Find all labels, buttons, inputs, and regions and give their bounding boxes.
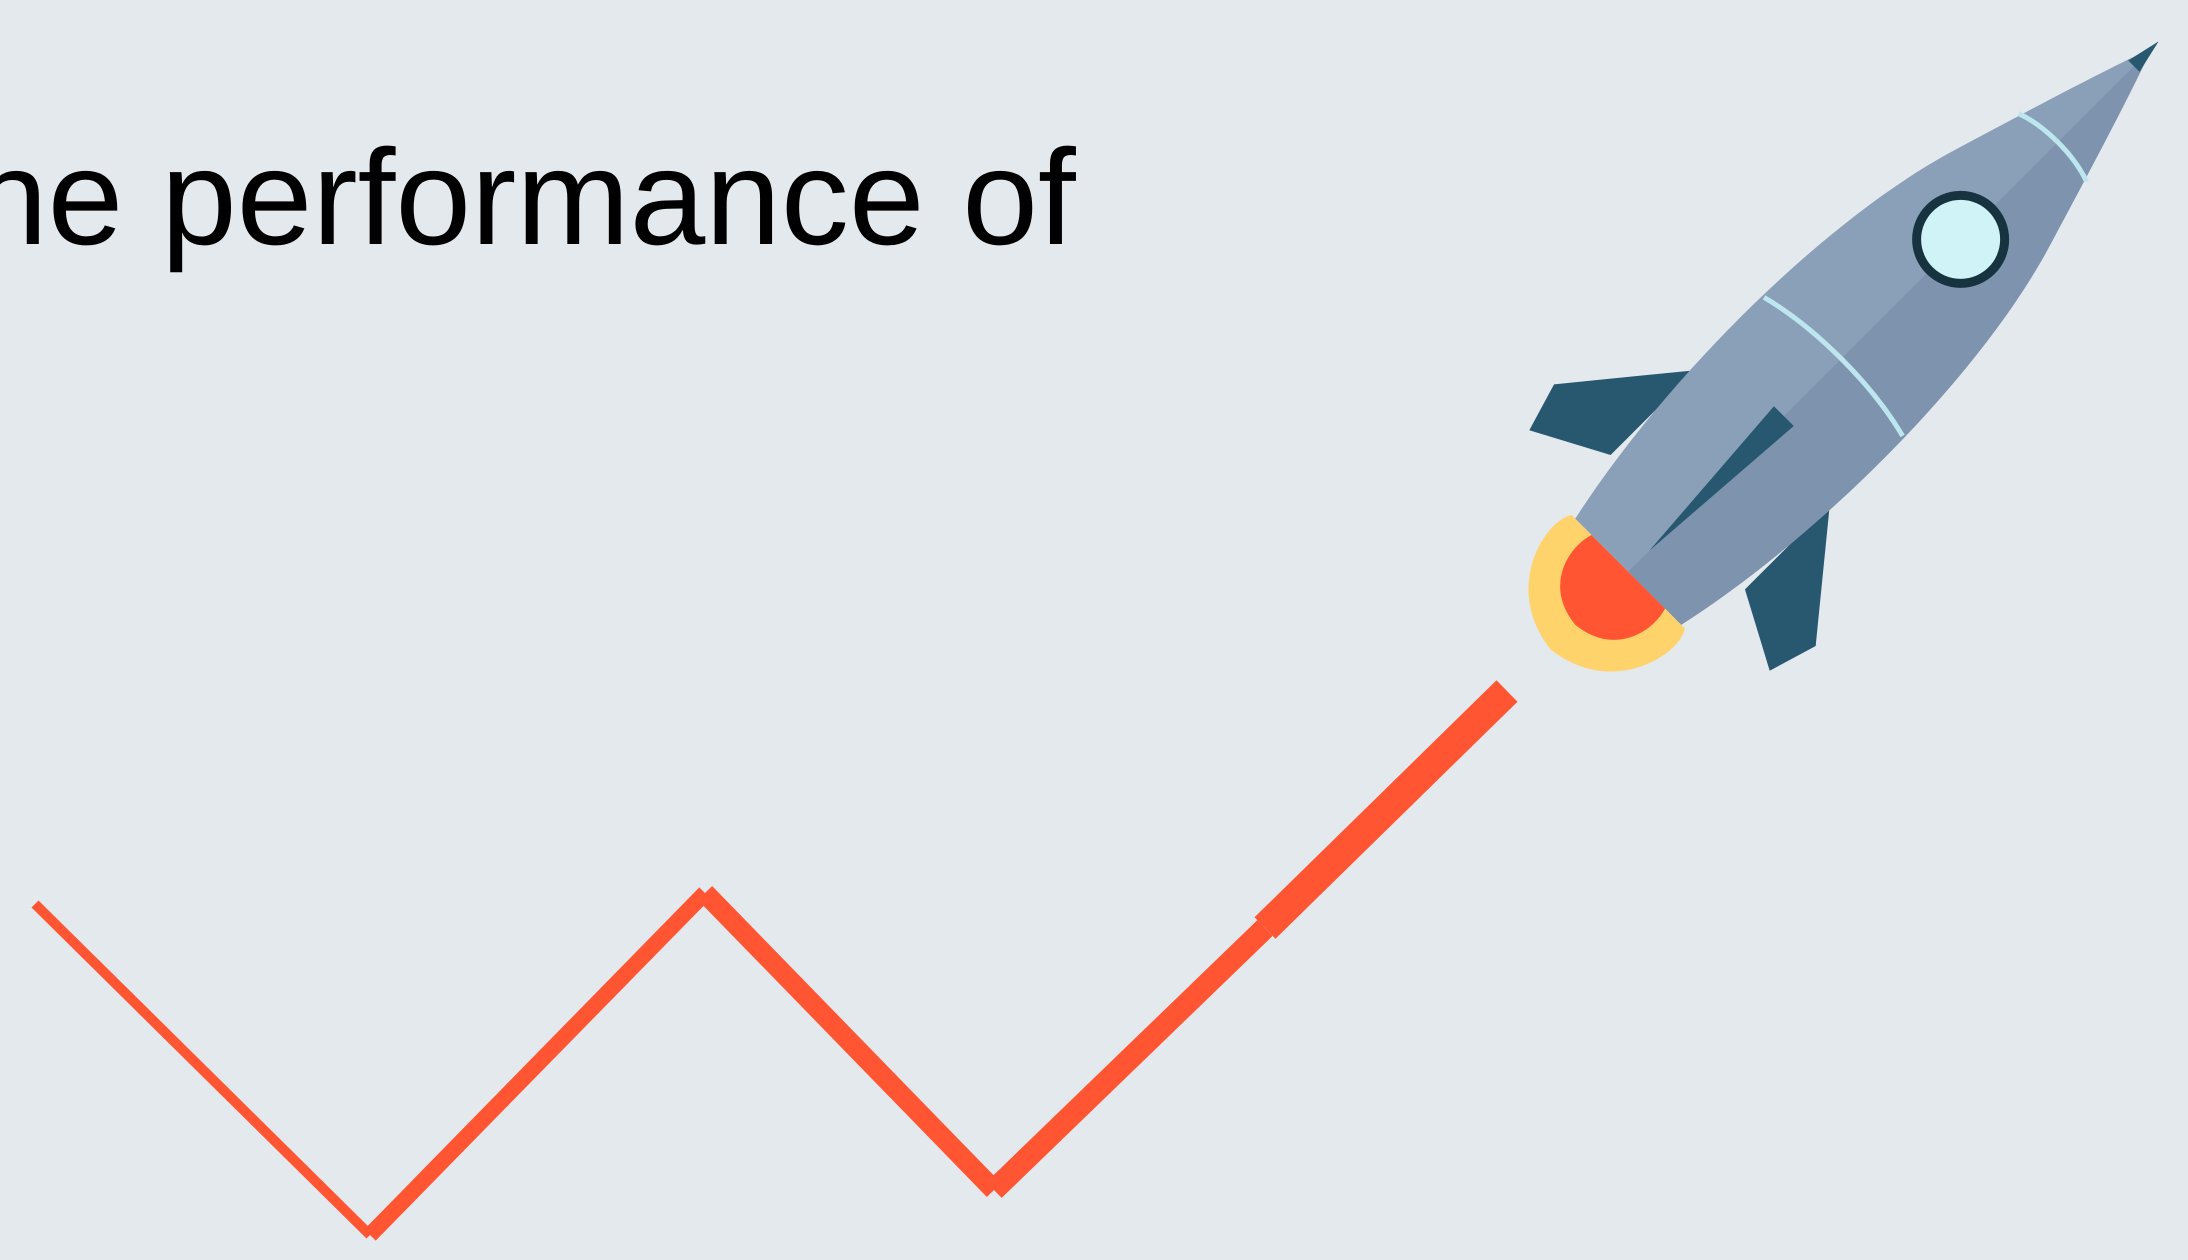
slide-text: he performance of — [0, 121, 1076, 273]
page: he performance of (() => { const data = … — [0, 0, 2188, 1260]
slide: he performance of — [0, 0, 2188, 1260]
